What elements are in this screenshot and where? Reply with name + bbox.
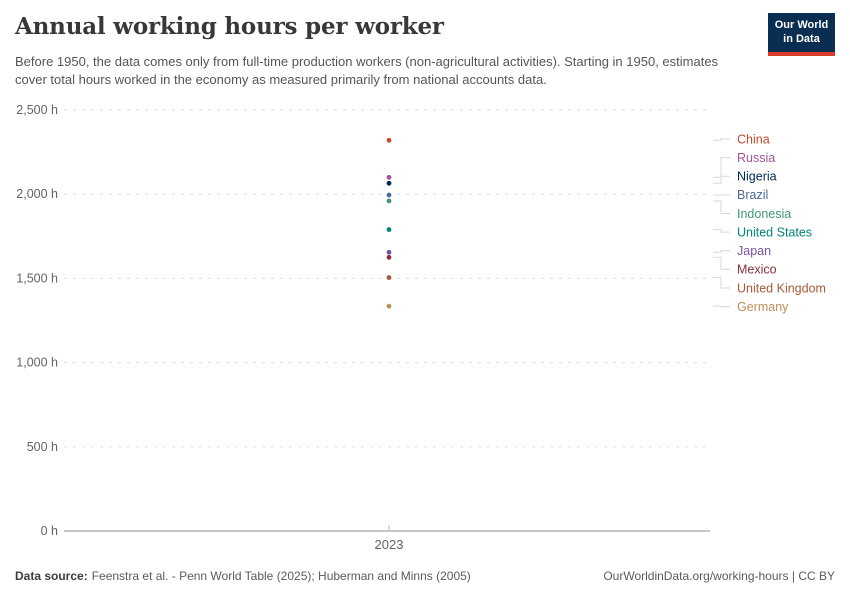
x-tick-label: 2023 [375, 537, 404, 552]
data-source-label: Data source: [15, 569, 88, 583]
chart-subtitle: Before 1950, the data comes only from fu… [15, 54, 719, 88]
dot-germany[interactable] [386, 303, 392, 309]
legend-label-indonesia[interactable]: Indonesia [737, 207, 791, 221]
dot-united-states[interactable] [386, 227, 392, 232]
legend-label-nigeria[interactable]: Nigeria [737, 170, 777, 184]
dot-japan[interactable] [386, 249, 392, 255]
legend-label-united-states[interactable]: United States [737, 225, 812, 239]
y-tick-label-500: 500 h [27, 440, 58, 454]
dot-russia[interactable] [386, 174, 392, 180]
legend-label-brazil[interactable]: Brazil [737, 188, 768, 202]
y-tick-label-2500: 2,500 h [16, 103, 58, 117]
legend-label-japan[interactable]: Japan [737, 244, 771, 258]
y-tick-label-1000: 1,000 h [16, 356, 58, 370]
owid-logo-line1: Our World [774, 18, 829, 31]
owid-logo-accent-bar [768, 52, 835, 56]
legend-leader-united-states [713, 229, 730, 233]
legend-label-germany[interactable]: Germany [737, 300, 789, 314]
legend-leader-japan [713, 250, 730, 253]
legend-label-china[interactable]: China [737, 132, 770, 146]
owid-logo[interactable]: Our World in Data [768, 13, 835, 56]
legend-label-russia[interactable]: Russia [737, 151, 775, 165]
data-source-value[interactable]: Feenstra et al. - Penn World Table (2025… [91, 569, 471, 583]
dot-indonesia[interactable] [386, 198, 392, 204]
dot-brazil[interactable] [386, 192, 392, 198]
owid-logo-line2: in Data [783, 32, 820, 45]
legend-leader-china [713, 138, 730, 141]
legend-leader-indonesia [713, 200, 730, 215]
footer-license-link[interactable]: OurWorldinData.org/working-hours | CC BY [603, 569, 835, 583]
legend-leader-mexico [713, 256, 730, 270]
legend-leader-nigeria [713, 175, 730, 184]
dot-united-kingdom[interactable] [386, 275, 392, 280]
legend-label-united-kingdom[interactable]: United Kingdom [737, 281, 826, 295]
dot-mexico[interactable] [386, 254, 392, 260]
dot-nigeria[interactable] [386, 180, 392, 186]
y-tick-label-2000: 2,000 h [16, 187, 58, 201]
dot-china[interactable] [386, 137, 392, 143]
y-tick-label-0: 0 h [41, 524, 58, 538]
legend-label-mexico[interactable]: Mexico [737, 263, 777, 277]
chart-title: Annual working hours per worker [15, 13, 444, 40]
chart-footer: Data source: Feenstra et al. - Penn World… [15, 569, 835, 583]
legend-leader-united-kingdom [713, 277, 730, 289]
y-tick-label-1500: 1,500 h [16, 271, 58, 285]
data-source-line: Data source: Feenstra et al. - Penn World… [15, 569, 471, 583]
legend-leader-russia [713, 157, 730, 178]
